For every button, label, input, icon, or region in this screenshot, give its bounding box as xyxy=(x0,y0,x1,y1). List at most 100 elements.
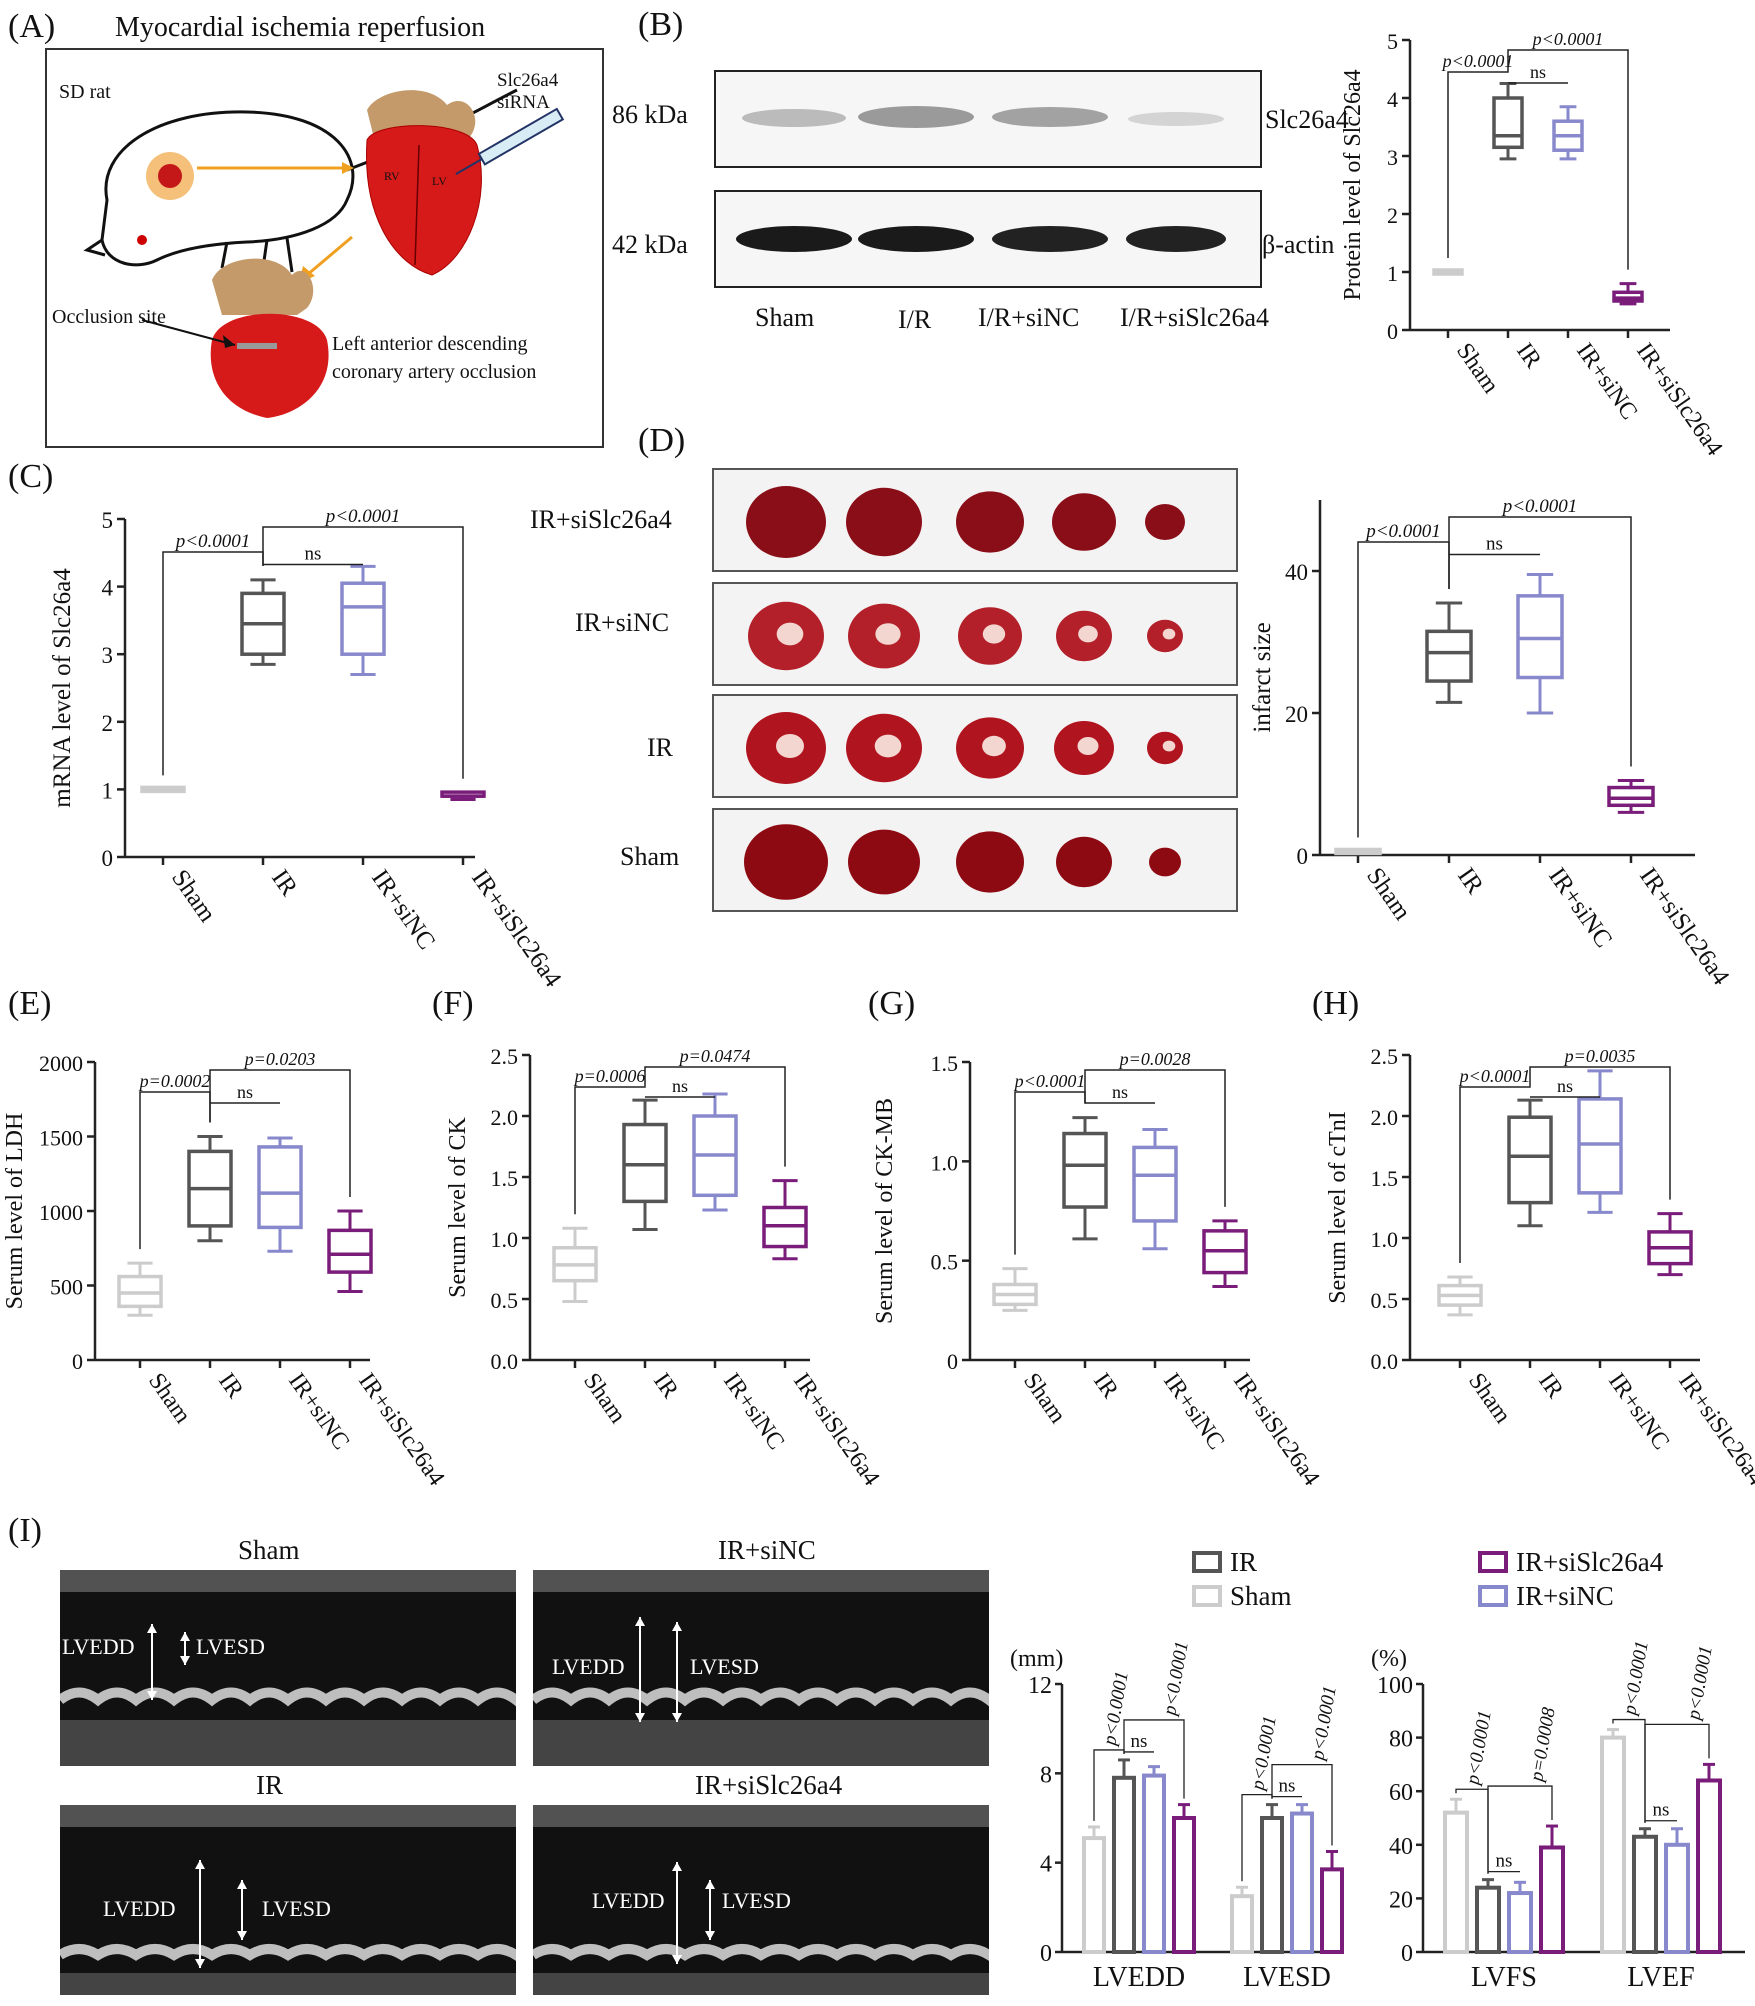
box-0 xyxy=(117,1261,163,1317)
echo-image xyxy=(533,1570,989,1766)
slice-infarct xyxy=(1077,737,1099,755)
tissue-slice xyxy=(956,717,1024,779)
panel-label-e: (E) xyxy=(8,985,52,1022)
y-tick-label: 0.5 xyxy=(1371,1288,1399,1313)
comparison-label: p=0.0203 xyxy=(243,1049,316,1069)
slice-infarct xyxy=(776,734,804,758)
box-body xyxy=(1062,1131,1108,1209)
band xyxy=(736,226,852,252)
bar-rect xyxy=(1112,1775,1136,1954)
box-1 xyxy=(1492,82,1524,161)
band-bottom-label: β-actin xyxy=(1262,230,1335,259)
bar-rect xyxy=(1696,1778,1722,1954)
tissue-slice xyxy=(746,486,826,558)
arrow-head xyxy=(180,1656,190,1665)
echo-title: IR+siNC xyxy=(718,1535,816,1565)
y-tick-label: 3 xyxy=(102,643,114,668)
box-body xyxy=(1516,594,1564,680)
tissue-slice xyxy=(1147,619,1183,653)
bracket-line xyxy=(1529,1066,1671,1200)
bar-rect xyxy=(1082,1836,1106,1955)
arrow-head xyxy=(635,1713,645,1722)
band xyxy=(1126,226,1226,252)
bracket-line xyxy=(209,1069,351,1197)
x-tick-label: IR+siNC xyxy=(1158,1369,1229,1455)
x-tick-label: IR+siNC xyxy=(283,1369,354,1455)
y-tick-label: 40 xyxy=(1285,560,1308,585)
occlusion-label: Occlusion site xyxy=(52,306,166,328)
arrow-head xyxy=(672,1955,682,1964)
tissue-slice xyxy=(958,607,1022,665)
comparison-label: p<0.0001 xyxy=(1307,1684,1341,1763)
y-axis-title: Protein level of Slc26a4 xyxy=(1340,69,1366,300)
lvedd-label: LVEDD xyxy=(552,1654,625,1679)
box-2 xyxy=(1552,105,1584,161)
band xyxy=(858,226,974,252)
tissue-slice xyxy=(1052,493,1116,551)
comparison-label: p=0.0474 xyxy=(678,1046,751,1066)
tissue-row-label: IR+siNC xyxy=(575,608,670,637)
y-tick-label: 4 xyxy=(102,576,114,601)
bracket-line xyxy=(1644,1723,1710,1823)
x-tick-label: IR+siNC xyxy=(1543,863,1617,953)
bar xyxy=(1632,1827,1658,1954)
y-tick-label: 0 xyxy=(72,1349,83,1374)
bar xyxy=(1443,1797,1469,1954)
comparison-label: ns xyxy=(1112,1082,1128,1102)
slice-infarct xyxy=(875,623,901,645)
echo-speckle xyxy=(60,1720,516,1766)
x-tick-label: IR+siNC xyxy=(366,865,440,955)
echo-wall-bottom xyxy=(60,1944,516,1961)
x-tick-label: Sham xyxy=(166,865,221,928)
tissue-slice xyxy=(1056,610,1112,662)
comparison-label: ns xyxy=(1496,1851,1513,1872)
x-group-label: LVESD xyxy=(1243,1962,1331,1993)
echo-image xyxy=(60,1805,516,1995)
lvesd-label: LVESD xyxy=(262,1896,331,1921)
bar xyxy=(1142,1765,1166,1954)
echo-arrows xyxy=(635,1617,682,1722)
box-1 xyxy=(1062,1116,1108,1241)
box-2 xyxy=(257,1136,303,1253)
tissue-slice xyxy=(1054,721,1114,775)
y-tick-label: 40 xyxy=(1389,1834,1413,1860)
chart-d: 0 20 40 infarct size Sham IR IR+siNC IR+siSlc26… xyxy=(1249,496,1735,991)
sirna-label-2: siRNA xyxy=(497,92,550,113)
slice-infarct xyxy=(1162,740,1176,752)
chart-c: 0 1 2 3 4 5 mRNA level of Slc26a4 Sham IR IR+siNC… xyxy=(49,506,567,993)
box-body xyxy=(1132,1145,1178,1223)
comparison-bracket xyxy=(1447,69,1509,258)
tissue-photo xyxy=(712,468,1238,572)
box-body xyxy=(340,581,386,656)
arrow-head xyxy=(635,1617,645,1626)
y-axis-title: mRNA level of Slc26a4 xyxy=(49,568,76,808)
bar xyxy=(1082,1825,1106,1955)
lvesd-label: LVESD xyxy=(196,1634,265,1659)
comparison-label: ns xyxy=(1557,1076,1573,1096)
bar-rect xyxy=(1230,1894,1254,1954)
comparison-label: p<0.0001 xyxy=(1619,1639,1653,1718)
comparison-label: p=0.0006 xyxy=(573,1066,646,1086)
bar-rect xyxy=(1260,1816,1284,1954)
comparison-label: ns xyxy=(1653,1800,1670,1821)
bracket-line xyxy=(1357,541,1450,838)
chart-i2: 0 20 40 60 80 100(%) LVFS p<0.0001 ns p=0.0008 LVE… xyxy=(1371,1639,1745,1993)
bar-rect xyxy=(1539,1845,1565,1954)
y-tick-label: 500 xyxy=(50,1275,83,1300)
y-tick-label: 0.5 xyxy=(491,1288,519,1313)
arrow-head xyxy=(705,1880,715,1889)
y-tick-label: 2 xyxy=(102,711,114,736)
y-tick-label: 0 xyxy=(1387,319,1398,344)
slice-body xyxy=(956,491,1024,553)
slice-infarct xyxy=(982,735,1006,757)
x-tick-label: IR xyxy=(1511,339,1546,374)
slice-body xyxy=(1149,847,1181,877)
slice-infarct xyxy=(776,622,804,646)
blot-slc26a4 xyxy=(714,70,1262,168)
bar xyxy=(1664,1827,1690,1954)
y-tick-label: 2.0 xyxy=(1371,1105,1399,1130)
arrow-head xyxy=(672,1713,682,1722)
legend-swatch-sham xyxy=(1192,1585,1222,1607)
bracket-line xyxy=(1447,69,1509,258)
chart-i1: 04812(mm)LVEDDp<0.0001nsp<0.0001LVESDp<0… xyxy=(1010,1640,1344,1993)
